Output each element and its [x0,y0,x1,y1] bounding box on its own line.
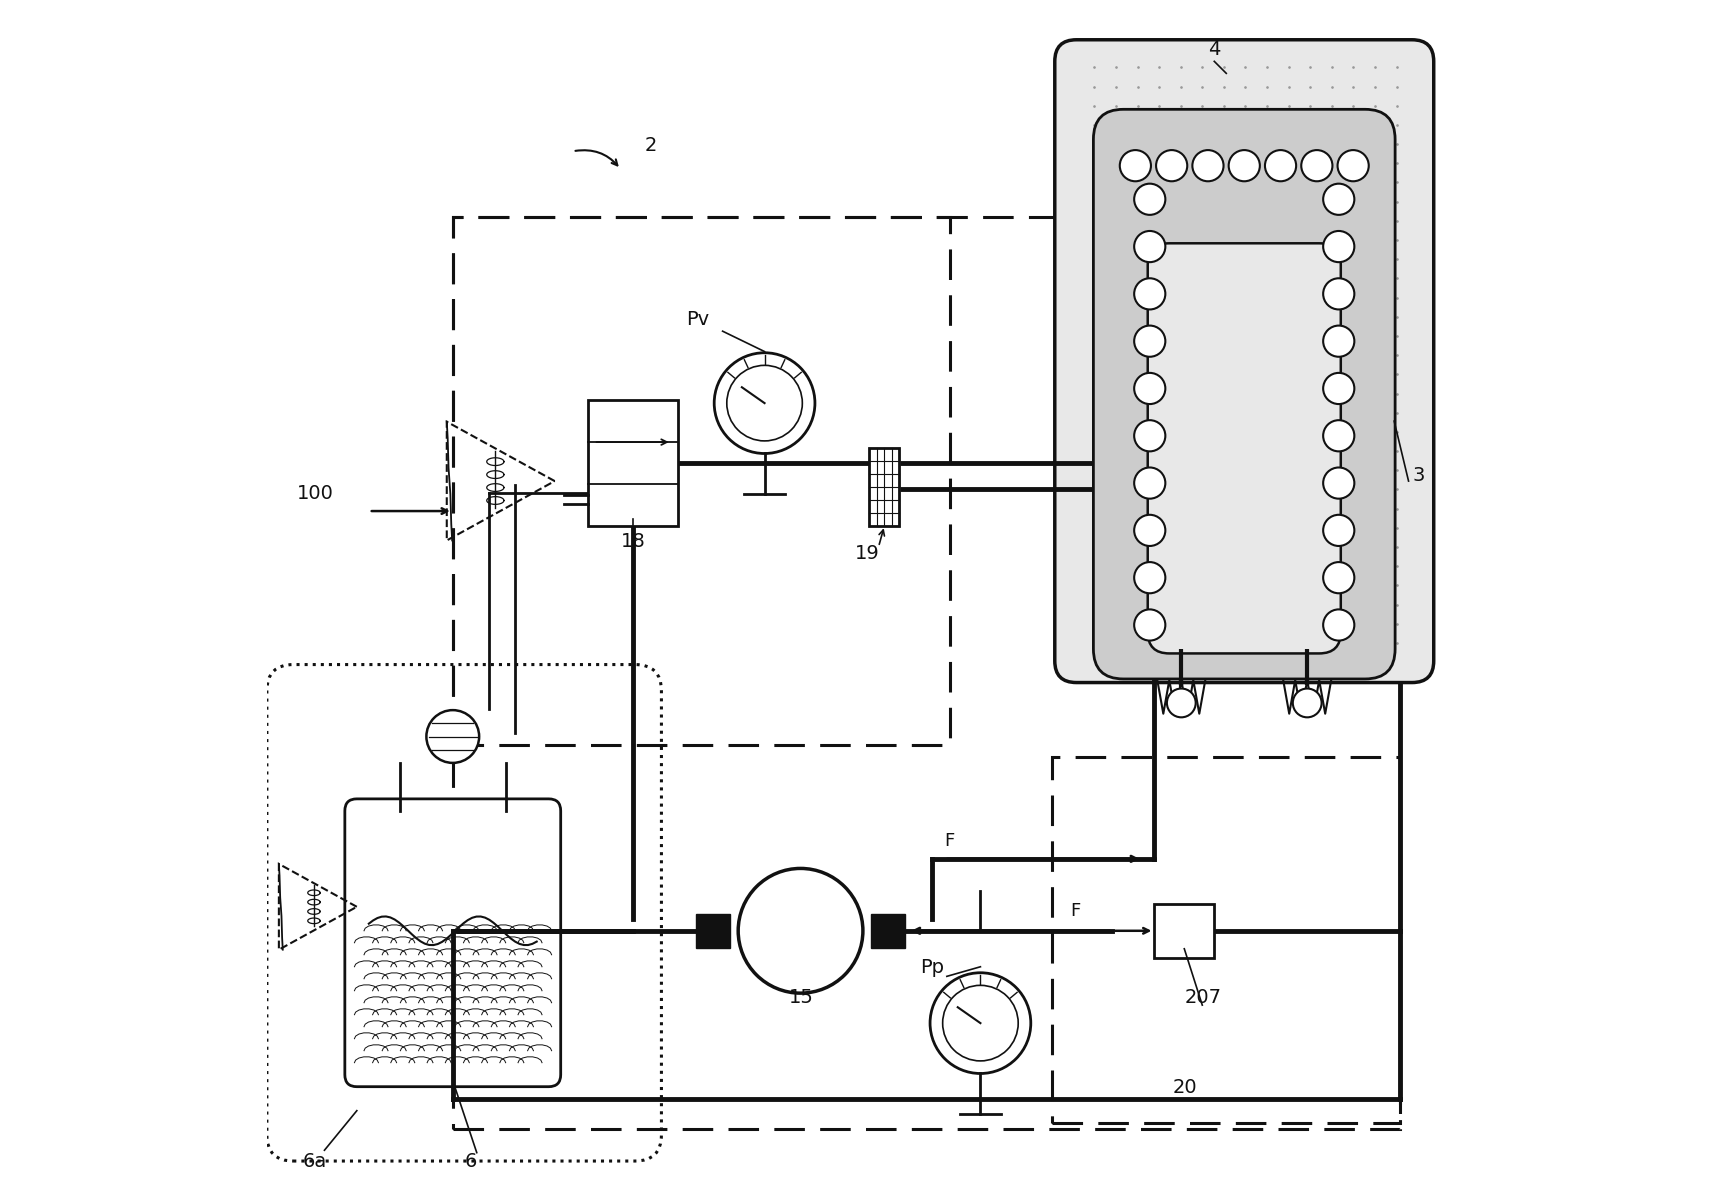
Text: 6a: 6a [303,1152,327,1171]
Circle shape [1264,150,1296,182]
Circle shape [738,868,863,993]
Text: 100: 100 [296,483,334,502]
Text: F: F [1070,903,1081,921]
Circle shape [1323,468,1354,499]
Text: Pv: Pv [686,310,710,329]
FancyBboxPatch shape [1093,109,1394,679]
Text: 2: 2 [644,136,656,155]
Text: 19: 19 [854,545,878,563]
Text: Pp: Pp [920,958,944,977]
Bar [587,400,677,526]
Text: F: F [944,832,954,850]
Circle shape [1292,689,1322,718]
Circle shape [1323,184,1354,215]
Text: 20: 20 [1171,1078,1197,1096]
Circle shape [1133,373,1164,404]
Circle shape [1119,150,1150,182]
Text: 6: 6 [464,1152,476,1171]
Circle shape [1337,150,1368,182]
Bar [871,914,904,947]
Circle shape [1133,468,1164,499]
Circle shape [1301,150,1332,182]
Circle shape [1228,150,1259,182]
Circle shape [1192,150,1223,182]
Circle shape [930,972,1031,1073]
Bar [696,914,729,947]
Circle shape [1133,184,1164,215]
FancyBboxPatch shape [1055,40,1432,683]
Text: 4: 4 [1207,41,1219,59]
Circle shape [1155,150,1186,182]
Circle shape [426,710,478,763]
Circle shape [1323,279,1354,309]
Circle shape [1323,373,1354,404]
Circle shape [1133,231,1164,262]
Circle shape [1133,326,1164,357]
Text: 15: 15 [788,988,812,1007]
Circle shape [1323,609,1354,641]
Circle shape [1133,563,1164,594]
Circle shape [1133,279,1164,309]
Circle shape [1166,689,1195,718]
FancyBboxPatch shape [345,799,561,1087]
Circle shape [714,352,814,453]
Text: 18: 18 [620,532,644,551]
Bar [869,448,899,526]
Circle shape [1133,514,1164,546]
Circle shape [1323,563,1354,594]
Bar [1154,904,1214,958]
Text: 3: 3 [1412,466,1424,486]
FancyBboxPatch shape [1147,243,1341,654]
Circle shape [1323,326,1354,357]
Circle shape [1323,231,1354,262]
Circle shape [1133,421,1164,452]
Circle shape [1323,421,1354,452]
Circle shape [1323,514,1354,546]
Circle shape [1133,609,1164,641]
Text: 207: 207 [1183,988,1221,1007]
